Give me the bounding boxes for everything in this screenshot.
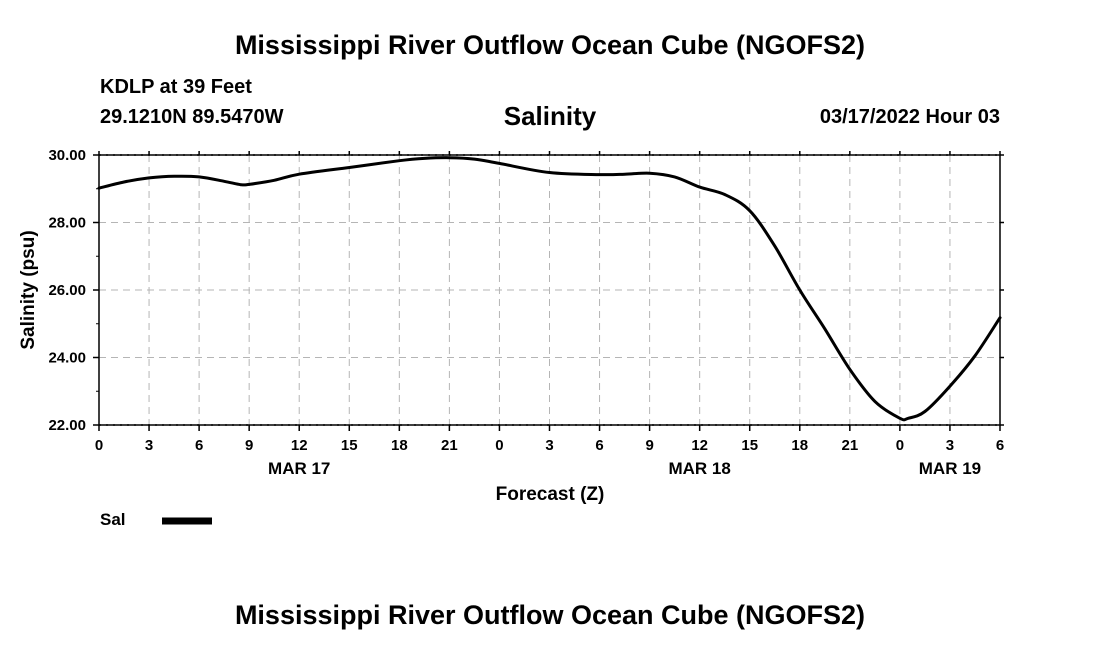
y-axis-label: Salinity (psu) xyxy=(18,230,39,349)
station-coords: 29.1210N 89.5470W xyxy=(100,106,284,128)
x-tick-label: 21 xyxy=(441,437,458,454)
y-tick-label: 26.00 xyxy=(48,282,86,299)
x-tick-label: 9 xyxy=(245,437,253,454)
x-tick-label: 6 xyxy=(195,437,203,454)
x-tick-label: 21 xyxy=(841,437,858,454)
chart-title-bottom: Mississippi River Outflow Ocean Cube (NG… xyxy=(234,600,866,630)
y-tick-label: 28.00 xyxy=(48,215,86,232)
plot-frame xyxy=(98,154,1001,426)
x-tick-label: 12 xyxy=(691,437,708,454)
x-tick-label: 15 xyxy=(741,437,758,454)
x-tick-label: 18 xyxy=(391,437,408,454)
forecast-datetime: 03/17/2022 Hour 03 xyxy=(819,106,1000,128)
x-tick-label: 6 xyxy=(996,437,1004,454)
y-tick-label: 30.00 xyxy=(48,147,86,164)
axis-ticks: 0 3 6 9 12 15 18 21 0 3 6 9 12 15 18 21 0 3 6 22.00 24.00 26.… xyxy=(48,147,1004,478)
x-tick-label: 12 xyxy=(291,437,308,454)
x-tick-label: 0 xyxy=(896,437,904,454)
date-label: MAR 19 xyxy=(919,459,981,478)
date-label: MAR 17 xyxy=(268,459,330,478)
station-label: KDLP at 39 Feet xyxy=(100,76,252,98)
x-tick-label: 3 xyxy=(946,437,954,454)
x-axis-label: Forecast (Z) xyxy=(496,484,605,505)
grid-lines xyxy=(99,154,1000,426)
x-tick-label: 3 xyxy=(545,437,553,454)
date-label: MAR 18 xyxy=(668,459,730,478)
x-tick-label: 6 xyxy=(595,437,603,454)
y-tick-label: 22.00 xyxy=(48,417,86,434)
y-tick-label: 24.00 xyxy=(48,350,86,367)
x-tick-label: 0 xyxy=(495,437,503,454)
x-tick-label: 9 xyxy=(645,437,653,454)
x-tick-label: 3 xyxy=(145,437,153,454)
x-tick-label: 0 xyxy=(95,437,103,454)
chart-title-top: Mississippi River Outflow Ocean Cube (NG… xyxy=(234,30,866,60)
x-tick-label: 18 xyxy=(791,437,808,454)
salinity-line xyxy=(97,156,1002,422)
chart-subtitle: Salinity xyxy=(503,101,597,131)
x-tick-label: 15 xyxy=(341,437,358,454)
legend-label: Sal xyxy=(100,510,126,529)
